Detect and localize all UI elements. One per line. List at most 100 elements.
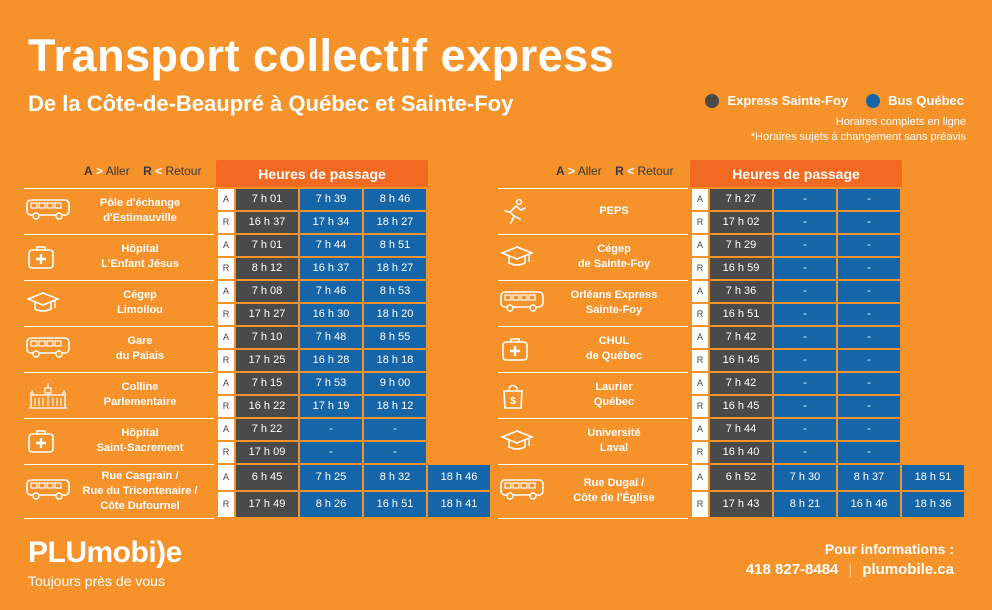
stop-name-line: CHUL [598, 335, 630, 347]
time-cell: 7 h 29 [710, 235, 772, 256]
legend-item-express: Express Sainte-Foy [705, 93, 848, 108]
retour-marker: R [692, 212, 708, 233]
stop-name-line: Orléans Express [570, 289, 658, 301]
time-cell: 18 h 18 [364, 350, 426, 371]
time-cell: 16 h 28 [300, 350, 362, 371]
retour-marker: R [692, 396, 708, 417]
stop-name-line: de Sainte-Foy [577, 258, 651, 270]
stop-name-line: Rue du Tricentenaire / [82, 484, 198, 497]
stop-name-line: Parlementaire [103, 396, 177, 408]
time-cell: - [838, 327, 900, 348]
aller-letter: A [556, 164, 565, 178]
bus-icon [26, 336, 70, 363]
time-cell: 7 h 53 [300, 373, 362, 394]
stop-name-line: Cégep [597, 243, 631, 255]
hospital-icon [500, 336, 530, 367]
retour-marker: R [692, 258, 708, 279]
phone-number[interactable]: 418 827-8484 [745, 561, 839, 578]
time-cell: - [364, 442, 426, 463]
time-cell: 8 h 53 [364, 281, 426, 302]
time-cell: - [774, 442, 836, 463]
retour-marker: R [218, 258, 234, 279]
retour-letter: R [143, 164, 152, 178]
time-cell: 18 h 27 [364, 258, 426, 279]
time-cell: 17 h 34 [300, 212, 362, 233]
aller-marker: A [692, 419, 708, 440]
stop-name: CHUL de Québec [546, 334, 682, 364]
time-cell: 7 h 10 [236, 327, 298, 348]
plumobile-logo[interactable]: PLUmobi)e [28, 536, 182, 569]
aller-marker: A [218, 189, 234, 210]
grey-dot-icon [705, 93, 720, 108]
time-cell: - [838, 419, 900, 440]
time-cell: - [774, 373, 836, 394]
time-cell: 16 h 40 [710, 442, 772, 463]
chevron-right-icon: > [568, 164, 576, 178]
stop-name-line: Sainte-Foy [585, 304, 643, 316]
separator: | [848, 561, 853, 578]
time-cell: - [364, 419, 426, 440]
time-cell: - [838, 189, 900, 210]
time-cell: - [774, 304, 836, 325]
legend-item-bus: Bus Québec [866, 93, 964, 108]
right-schedule-panel: A > Aller R < Retour Heures de passage PEP… [498, 160, 966, 520]
aller-marker: A [692, 465, 708, 490]
aller-marker: A [692, 281, 708, 302]
contact-info: 418 827-8484 | plumobile.ca [746, 561, 954, 578]
stop-name-line: Laurier [595, 381, 633, 393]
time-cell: 8 h 46 [364, 189, 426, 210]
note-online: Horaires complets en ligne [835, 116, 966, 128]
time-cell: 17 h 02 [710, 212, 772, 233]
aller-marker: A [218, 327, 234, 348]
time-cell: 16 h 30 [300, 304, 362, 325]
time-cell: 16 h 51 [710, 304, 772, 325]
time-cell: 17 h 27 [236, 304, 298, 325]
time-cell: 7 h 39 [300, 189, 362, 210]
time-cell: - [838, 442, 900, 463]
direction-legend: A > Aller R < Retour [84, 164, 201, 178]
graduation-cap-icon [25, 290, 61, 319]
time-cell: 7 h 25 [300, 465, 362, 490]
time-cell: 7 h 46 [300, 281, 362, 302]
time-cell: 16 h 45 [710, 396, 772, 417]
time-cell: 16 h 45 [710, 350, 772, 371]
time-cell: 9 h 00 [364, 373, 426, 394]
time-cell: 16 h 37 [300, 258, 362, 279]
retour-label: Retour [165, 164, 202, 178]
time-cell: 16 h 59 [710, 258, 772, 279]
time-cell: 8 h 12 [236, 258, 298, 279]
stop-name-line: Hôpital [121, 243, 159, 255]
time-cell: 16 h 46 [838, 492, 900, 517]
time-cell: 7 h 01 [236, 235, 298, 256]
time-cell: 16 h 51 [364, 492, 426, 517]
note-disclaimer: *Horaires sujets à changement sans préav… [750, 131, 966, 143]
stop-name-line: Gare [127, 335, 153, 347]
bus-icon [26, 198, 70, 225]
time-cell: - [838, 304, 900, 325]
page-title: Transport collectif express [28, 30, 615, 81]
schedule-header: Heures de passage [690, 160, 902, 187]
graduation-cap-icon [499, 244, 535, 273]
time-cell: - [300, 442, 362, 463]
legend-label: Bus Québec [888, 93, 964, 108]
schedule-header: Heures de passage [216, 160, 428, 187]
aller-marker: A [692, 373, 708, 394]
aller-label: Aller [105, 164, 130, 178]
stop-name-line: Rue Casgrain / [101, 469, 179, 482]
stop-name: Pôle d'échange d'Estimauville [72, 196, 208, 226]
time-cell: 6 h 52 [710, 465, 772, 490]
stop-name-line: de Québec [585, 350, 643, 362]
time-cell: 7 h 48 [300, 327, 362, 348]
bus-icon [500, 290, 544, 317]
time-cell: 6 h 45 [236, 465, 298, 490]
time-cell: 18 h 12 [364, 396, 426, 417]
retour-label: Retour [637, 164, 674, 178]
time-cell: 18 h 46 [428, 465, 490, 490]
stop-name-line: d'Estimauville [103, 212, 177, 224]
stop-row [498, 464, 688, 519]
stop-name-line: Côte de l'Église [573, 492, 655, 504]
aller-marker: A [692, 235, 708, 256]
website-link[interactable]: plumobile.ca [862, 561, 954, 578]
chevron-left-icon: < [155, 164, 163, 178]
graduation-cap-icon [499, 428, 535, 457]
